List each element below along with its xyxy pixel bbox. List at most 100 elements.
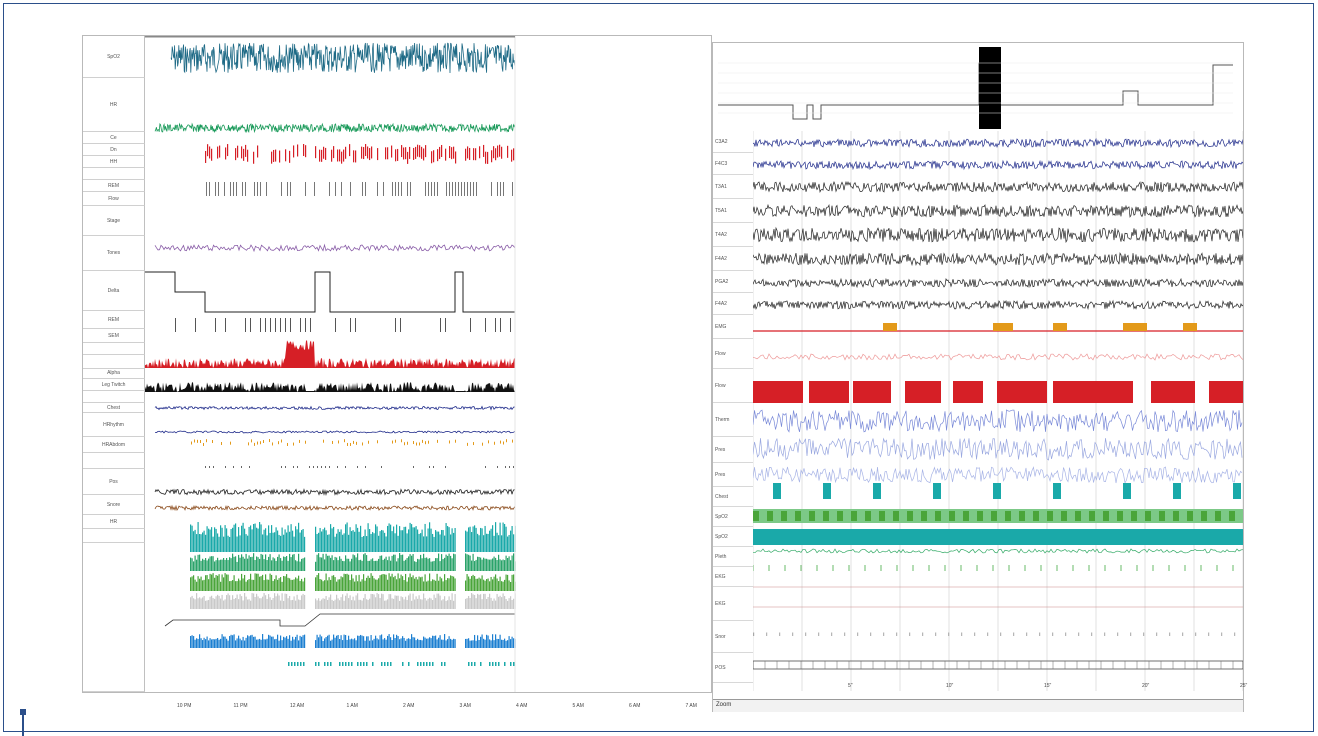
chest-bar: [399, 526, 401, 552]
chest-bar: [191, 525, 193, 552]
hrabdom-bar: [199, 578, 201, 591]
snore-bar: [388, 634, 390, 648]
chest-bar: [301, 530, 303, 552]
chest-bar: [474, 525, 476, 552]
pos-bar: [451, 593, 453, 609]
band-dot: [357, 466, 358, 468]
snore-bar: [361, 635, 363, 648]
chest-marker: [1173, 483, 1181, 499]
spo2-block: [1187, 511, 1193, 521]
stage-mark: [470, 318, 471, 332]
hrabdom-bar: [423, 581, 425, 591]
hrabdom-bar: [499, 576, 501, 591]
stage-mark: [290, 318, 291, 332]
band-dot: [445, 466, 446, 468]
hrhythm-bar: [301, 558, 303, 571]
chest-bar: [280, 535, 282, 552]
hrabdom-bar: [333, 575, 335, 591]
hrabdom-bar: [235, 581, 237, 591]
band-dot: [437, 439, 438, 443]
pres-trace-b: [753, 466, 1243, 485]
snore-bar: [393, 634, 395, 648]
hrabdom-bar: [331, 575, 333, 591]
hrhythm-bar: [379, 555, 381, 571]
hrhythm-bar: [272, 557, 274, 571]
chest-bar: [230, 529, 232, 552]
arousal-mark: [461, 182, 462, 196]
emg-burst: [993, 323, 1013, 331]
chest-bar: [349, 527, 351, 552]
hrabdom-bar: [361, 579, 363, 591]
hrhythm-bar: [254, 559, 256, 571]
hrabdom-bar: [477, 578, 479, 591]
hr-dot: [432, 662, 434, 666]
hrabdom-bar: [197, 576, 199, 591]
hr-dot: [468, 662, 470, 666]
pos-bar: [352, 596, 354, 609]
pos-bar: [212, 598, 214, 609]
snore-bar: [299, 635, 301, 648]
hrhythm-bar: [212, 556, 214, 571]
hrhythm-bar: [348, 558, 350, 571]
hrhythm-bar: [295, 560, 297, 571]
snore-bar: [403, 637, 405, 648]
hrabdom-bar: [453, 576, 455, 591]
chest-bar: [236, 536, 238, 552]
chest-bar: [298, 522, 300, 552]
hrhythm-bar: [364, 553, 366, 571]
snore-bar: [358, 635, 360, 648]
snore-bar: [214, 639, 216, 648]
chest-bar: [339, 531, 341, 552]
chest-bar: [358, 531, 360, 552]
hrhythm-bar: [322, 553, 324, 571]
chest-bar: [408, 529, 410, 552]
chest-bar: [217, 533, 219, 552]
pos-bar: [284, 593, 286, 609]
spo2-block: [795, 511, 801, 521]
snore-bar: [511, 636, 513, 648]
hrabdom-bar: [508, 580, 510, 591]
hrabdom-bar: [433, 579, 435, 591]
arousal-mark: [410, 182, 411, 196]
snore-bar: [450, 638, 452, 648]
pos-bar: [418, 595, 420, 609]
spo2-block: [893, 511, 899, 521]
epoch-scrollbar[interactable]: Zoom: [713, 699, 1243, 712]
pos-bar: [454, 594, 456, 609]
pos-bar: [439, 595, 441, 609]
snore-bar: [217, 637, 219, 648]
spo2-block: [823, 511, 829, 521]
snore-bar: [272, 636, 274, 648]
pos-bar: [427, 598, 429, 609]
pos-bar: [412, 593, 414, 609]
chest-bar: [447, 526, 449, 552]
pos-band: [753, 660, 1243, 670]
hr-dot: [345, 662, 347, 666]
chest-bar: [206, 526, 208, 552]
pos-bar: [333, 600, 335, 609]
chest-bar: [193, 531, 195, 552]
chest-bar: [372, 532, 374, 552]
hrabdom-bar: [496, 578, 498, 591]
chest-bar: [268, 525, 270, 552]
snore-bar: [206, 636, 208, 648]
band-dot: [377, 440, 378, 444]
hrhythm-bar: [280, 558, 282, 571]
hrabdom-bar: [301, 578, 303, 591]
hrabdom-bar: [217, 575, 219, 591]
hrhythm-bar: [343, 561, 345, 571]
hrhythm-bar: [269, 554, 271, 571]
pos-bar: [391, 598, 393, 609]
snore-bar: [266, 638, 268, 648]
hrabdom-bar: [396, 579, 398, 591]
chest-bar: [257, 528, 259, 552]
hrhythm-bar: [315, 561, 317, 571]
band-dot: [428, 440, 429, 444]
snore-bar: [328, 634, 330, 648]
snore-bar: [208, 640, 210, 648]
stage-mark: [195, 318, 196, 332]
hr-dot: [366, 662, 368, 666]
epoch-channel-label: EMG: [713, 315, 753, 339]
hrhythm-bar: [336, 557, 338, 571]
eeg-trace-pga2: [753, 277, 1243, 289]
